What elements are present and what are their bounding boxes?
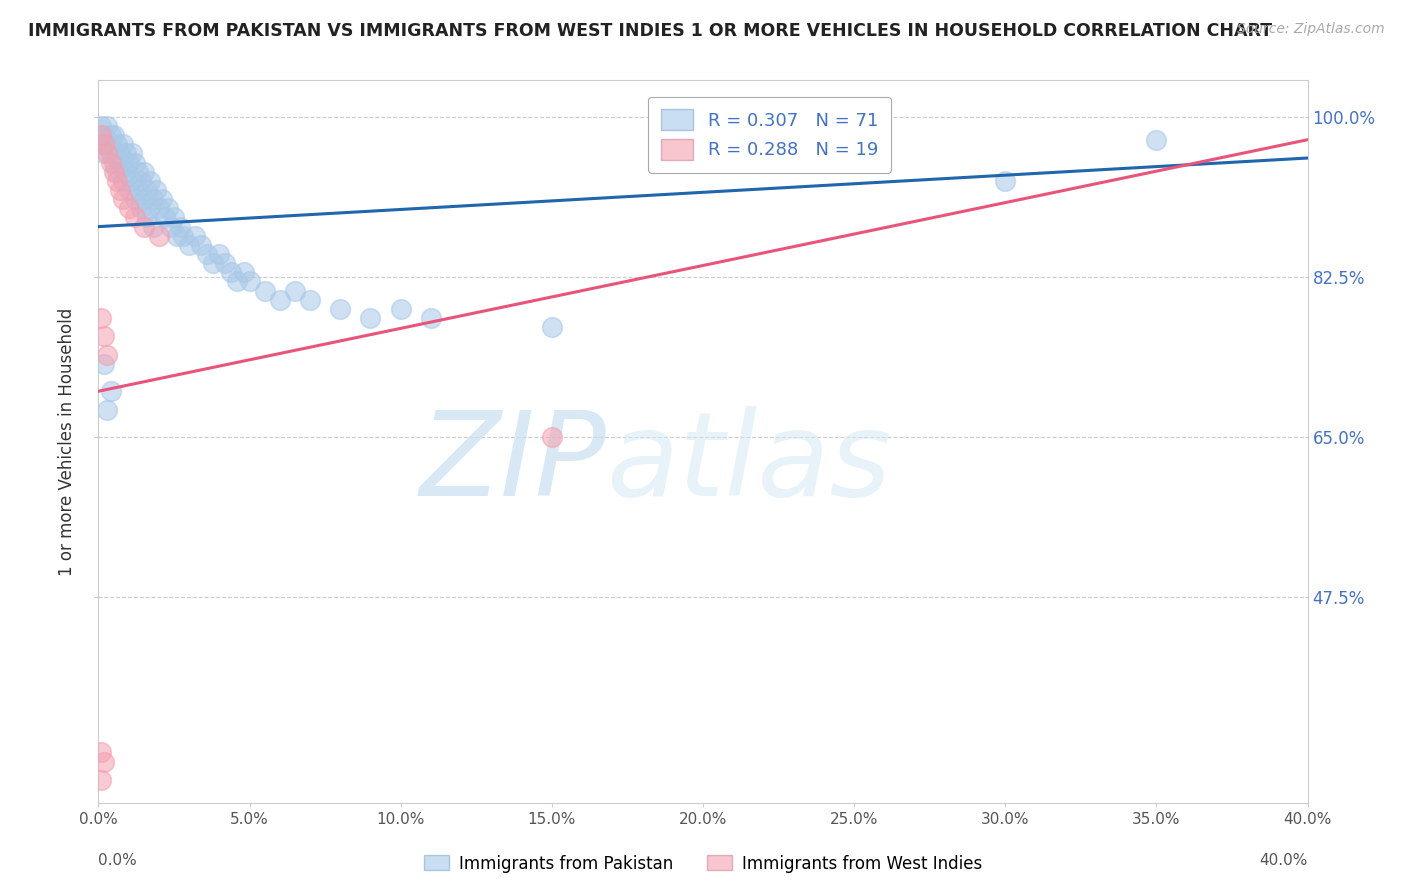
Point bbox=[269, 293, 291, 307]
Text: Source: ZipAtlas.com: Source: ZipAtlas.com bbox=[1237, 22, 1385, 37]
Point bbox=[103, 155, 125, 169]
Point bbox=[90, 128, 112, 143]
Point bbox=[166, 228, 188, 243]
Point bbox=[184, 228, 207, 243]
Point bbox=[93, 357, 115, 371]
Point bbox=[179, 238, 201, 252]
Point bbox=[124, 155, 146, 169]
Point bbox=[90, 772, 112, 787]
Point bbox=[139, 174, 162, 188]
Point bbox=[111, 174, 134, 188]
Point bbox=[156, 202, 179, 216]
Point bbox=[90, 311, 112, 326]
Point bbox=[103, 165, 125, 179]
Point bbox=[118, 155, 141, 169]
Point bbox=[226, 275, 249, 289]
Point bbox=[129, 202, 152, 216]
Point bbox=[135, 183, 157, 197]
Point bbox=[96, 137, 118, 152]
Point bbox=[148, 228, 170, 243]
Point bbox=[100, 155, 122, 169]
Point bbox=[93, 128, 115, 143]
Point bbox=[145, 183, 167, 197]
Point bbox=[127, 183, 149, 197]
Point bbox=[96, 402, 118, 417]
Point bbox=[221, 265, 243, 279]
Point bbox=[190, 238, 212, 252]
Point bbox=[202, 256, 225, 270]
Text: 0.0%: 0.0% bbox=[98, 854, 138, 869]
Point bbox=[121, 174, 143, 188]
Point bbox=[114, 165, 136, 179]
Point bbox=[142, 192, 165, 206]
Point bbox=[232, 265, 254, 279]
Point bbox=[118, 183, 141, 197]
Point bbox=[239, 275, 262, 289]
Point bbox=[108, 146, 131, 161]
Text: atlas: atlas bbox=[606, 406, 891, 520]
Point bbox=[100, 128, 122, 143]
Point bbox=[135, 211, 157, 225]
Point bbox=[160, 219, 183, 234]
Point bbox=[208, 247, 231, 261]
Point bbox=[132, 219, 155, 234]
Point bbox=[108, 183, 131, 197]
Point bbox=[284, 284, 307, 298]
Point bbox=[96, 146, 118, 161]
Point bbox=[142, 219, 165, 234]
Point bbox=[163, 211, 186, 225]
Point bbox=[93, 146, 115, 161]
Point bbox=[108, 155, 131, 169]
Point bbox=[127, 165, 149, 179]
Point bbox=[100, 384, 122, 399]
Point bbox=[111, 192, 134, 206]
Point bbox=[540, 430, 562, 444]
Point bbox=[100, 146, 122, 161]
Point bbox=[118, 202, 141, 216]
Point bbox=[329, 301, 352, 316]
Point bbox=[103, 128, 125, 143]
Point bbox=[105, 165, 128, 179]
Point bbox=[124, 211, 146, 225]
Point bbox=[195, 247, 218, 261]
Point bbox=[90, 746, 112, 760]
Point bbox=[994, 174, 1017, 188]
Point bbox=[121, 146, 143, 161]
Point bbox=[96, 348, 118, 362]
Point bbox=[153, 211, 176, 225]
Point bbox=[360, 311, 382, 326]
Point bbox=[90, 119, 112, 133]
Point bbox=[299, 293, 322, 307]
Point bbox=[389, 301, 412, 316]
Legend: Immigrants from Pakistan, Immigrants from West Indies: Immigrants from Pakistan, Immigrants fro… bbox=[418, 848, 988, 880]
Text: 40.0%: 40.0% bbox=[1260, 854, 1308, 869]
Point bbox=[150, 192, 173, 206]
Point bbox=[214, 256, 236, 270]
Point bbox=[132, 165, 155, 179]
Point bbox=[148, 202, 170, 216]
Point bbox=[132, 192, 155, 206]
Point bbox=[93, 755, 115, 769]
Point bbox=[105, 174, 128, 188]
Point bbox=[253, 284, 276, 298]
Point bbox=[114, 146, 136, 161]
Legend: R = 0.307   N = 71, R = 0.288   N = 19: R = 0.307 N = 71, R = 0.288 N = 19 bbox=[648, 96, 891, 172]
Point bbox=[111, 137, 134, 152]
Point bbox=[93, 137, 115, 152]
Text: ZIP: ZIP bbox=[419, 406, 606, 520]
Point bbox=[124, 192, 146, 206]
Point bbox=[139, 202, 162, 216]
Point bbox=[93, 329, 115, 343]
Point bbox=[90, 137, 112, 152]
Point bbox=[129, 174, 152, 188]
Point bbox=[420, 311, 443, 326]
Point bbox=[169, 219, 191, 234]
Text: IMMIGRANTS FROM PAKISTAN VS IMMIGRANTS FROM WEST INDIES 1 OR MORE VEHICLES IN HO: IMMIGRANTS FROM PAKISTAN VS IMMIGRANTS F… bbox=[28, 22, 1272, 40]
Y-axis label: 1 or more Vehicles in Household: 1 or more Vehicles in Household bbox=[58, 308, 76, 575]
Point bbox=[1144, 133, 1167, 147]
Point bbox=[105, 137, 128, 152]
Point bbox=[96, 119, 118, 133]
Point bbox=[172, 228, 194, 243]
Point bbox=[540, 320, 562, 334]
